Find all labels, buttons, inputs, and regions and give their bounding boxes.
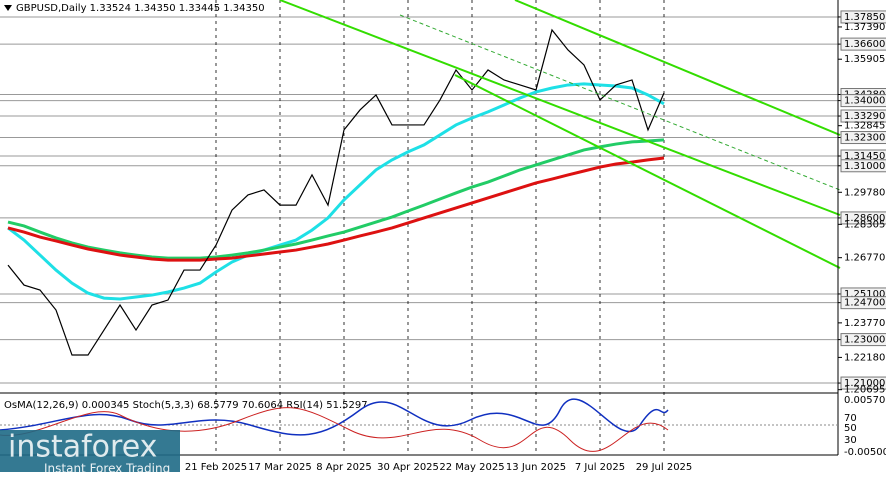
tick-box — [840, 376, 886, 390]
trend-line — [454, 74, 841, 269]
watermark-sub: Instant Forex Trading — [44, 462, 170, 476]
watermark-bg — [0, 430, 180, 472]
tick-box — [840, 211, 886, 225]
y-tick-label: 1.21000 — [844, 378, 885, 389]
x-tick-label: 30 Apr 2025 — [377, 462, 439, 473]
indicator-tick-label: -0.005005 — [844, 447, 886, 458]
y-tick-label: 1.31000 — [844, 161, 885, 172]
tick-box — [840, 37, 886, 51]
y-tick-label: 1.32300 — [844, 133, 885, 144]
y-tick-label: 1.36600 — [844, 39, 885, 50]
indicator-tick-label: 0.005700 — [844, 395, 886, 406]
x-tick-label: 13 Jun 2025 — [506, 462, 566, 473]
price-line — [7, 82, 665, 301]
y-tick-label: 1.25100 — [844, 289, 885, 300]
x-tick-label: 21 Feb 2025 — [185, 462, 247, 473]
chart-title: GBPUSD,Daily 1.33524 1.34350 1.33445 1.3… — [16, 3, 265, 14]
indicator-label: OsMA(12,26,9) 0.000345 Stoch(5,3,3) 68.5… — [4, 400, 368, 411]
y-tick-label: 1.32845 — [844, 121, 885, 132]
price-line — [7, 138, 665, 260]
y-tick-label: 1.34000 — [844, 96, 885, 107]
y-tick-label: 1.23000 — [844, 335, 885, 346]
indicator-line — [0, 407, 669, 452]
y-tick-label: 1.24700 — [844, 298, 885, 309]
tick-box — [840, 131, 886, 145]
tick-box — [840, 296, 886, 310]
trend-line — [399, 14, 841, 191]
indicator-tick-label: 50 — [844, 423, 857, 434]
tick-box — [840, 109, 886, 123]
price-line — [7, 28, 665, 356]
y-tick-label: 1.28600 — [844, 213, 885, 224]
y-tick-label: 1.26770 — [844, 253, 885, 264]
y-tick-label: 1.29780 — [844, 187, 885, 198]
y-tick-label: 1.23770 — [844, 318, 885, 329]
x-tick-label: 7 Jul 2025 — [575, 462, 625, 473]
indicator-tick-label: 30 — [844, 435, 857, 446]
y-tick-label: 1.37390 — [844, 22, 885, 33]
trend-line — [514, 0, 841, 136]
indicator-tick-label: 70 — [844, 413, 857, 424]
x-tick-label: 22 May 2025 — [439, 462, 504, 473]
indicator-pane — [0, 398, 838, 452]
x-tick-label: 8 Apr 2025 — [316, 462, 371, 473]
y-tick-label: 1.37850 — [844, 12, 885, 23]
trend-line — [279, 0, 841, 216]
y-tick-label: 1.20695 — [844, 385, 885, 396]
y-tick-label: 1.35905 — [844, 54, 885, 65]
plot-area — [0, 0, 838, 455]
tick-box — [840, 159, 886, 173]
tick-box — [840, 94, 886, 108]
y-tick-label: 1.22180 — [844, 352, 885, 363]
menu-icon[interactable] — [4, 5, 12, 11]
y-tick-label: 1.33290 — [844, 111, 885, 122]
tick-box — [840, 10, 886, 24]
x-tick-label: 17 Mar 2025 — [248, 462, 311, 473]
y-tick-label: 1.31450 — [844, 151, 885, 162]
y-tick-label: 1.28305 — [844, 219, 885, 230]
tick-box — [840, 333, 886, 347]
price-line — [7, 156, 665, 262]
x-tick-label: 29 Jul 2025 — [636, 462, 693, 473]
watermark: instaforex — [8, 430, 157, 465]
indicator-line — [0, 398, 669, 436]
